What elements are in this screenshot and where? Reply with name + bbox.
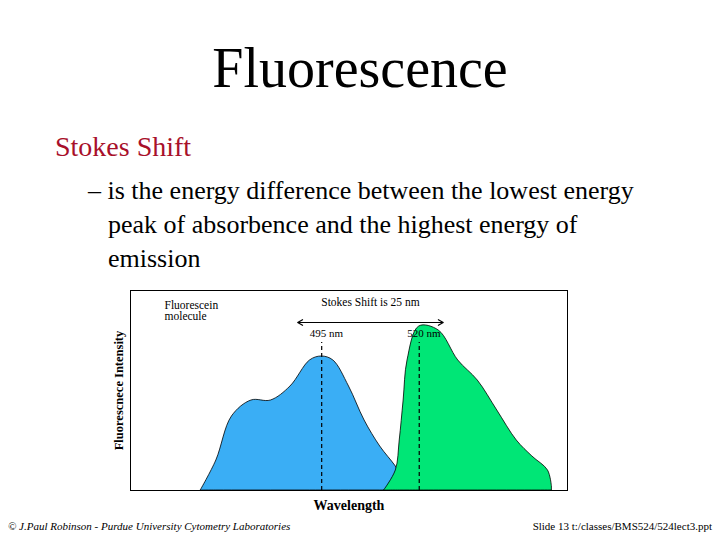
svg-text:495 nm: 495 nm <box>310 327 344 339</box>
svg-text:520 nm: 520 nm <box>407 327 441 339</box>
html-text:Stokes Shift: Stokes Shift <box>55 131 192 162</box>
html-text:Slide 13 t:/classes/BMS524/524: Slide 13 t:/classes/BMS524/524lect3.ppt <box>532 520 712 532</box>
svg-text:Fluoresceinmolecule: Fluoresceinmolecule <box>165 299 219 323</box>
html-text:– is the energy difference bet: – is the energy difference between the l… <box>88 176 634 273</box>
svg-text:Fluorescnece Intensity: Fluorescnece Intensity <box>112 330 126 450</box>
svg-text:Wavelength: Wavelength <box>314 498 385 513</box>
html-text:Fluorescence: Fluorescence <box>212 37 508 99</box>
svg-text:Stokes Shift is 25 nm: Stokes Shift is 25 nm <box>321 296 419 308</box>
html-text:© J.Paul Robinson - Purdue Uni: © J.Paul Robinson - Purdue University Cy… <box>8 520 291 532</box>
